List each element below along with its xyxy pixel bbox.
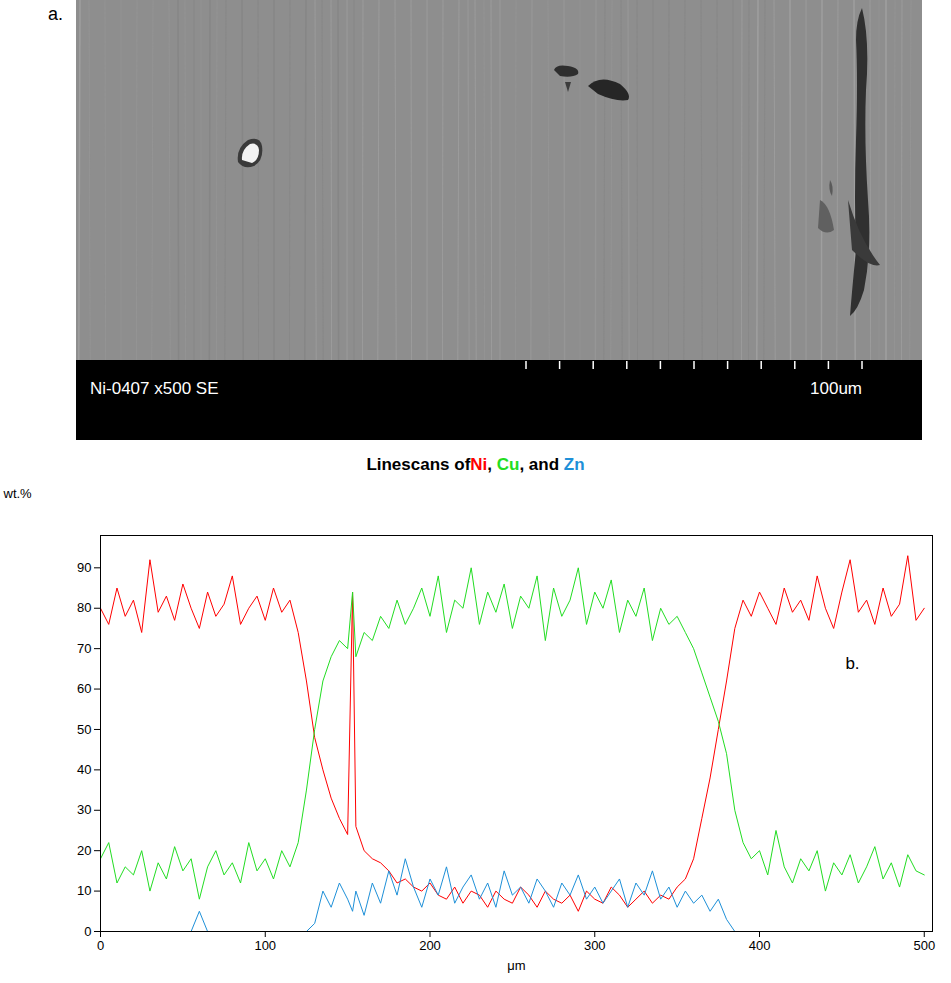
- svg-text:60: 60: [77, 681, 91, 696]
- svg-text:0: 0: [97, 938, 104, 953]
- svg-text:50: 50: [77, 722, 91, 737]
- html-text:Linescans of Ni, Cu, and Zn: Linescans of Ni, Cu, and Zn: [366, 455, 585, 474]
- svg-text:wt.%: wt.%: [3, 486, 33, 501]
- svg-text:a.: a.: [48, 4, 63, 24]
- svg-text:200: 200: [419, 938, 441, 953]
- svg-text:70: 70: [77, 641, 91, 656]
- svg-text:100um: 100um: [810, 379, 862, 398]
- svg-text:0: 0: [84, 924, 91, 939]
- svg-text:20: 20: [77, 843, 91, 858]
- svg-text:400: 400: [749, 938, 771, 953]
- svg-text:500: 500: [913, 938, 935, 953]
- svg-text:300: 300: [584, 938, 606, 953]
- svg-text:μm: μm: [507, 958, 525, 973]
- svg-text:b.: b.: [845, 654, 859, 673]
- svg-text:80: 80: [77, 600, 91, 615]
- svg-text:30: 30: [77, 802, 91, 817]
- svg-text:10: 10: [77, 883, 91, 898]
- svg-text:Ni-0407 x500 SE: Ni-0407 x500 SE: [90, 379, 219, 398]
- svg-text:40: 40: [77, 762, 91, 777]
- svg-text:90: 90: [77, 560, 91, 575]
- svg-text:100: 100: [254, 938, 276, 953]
